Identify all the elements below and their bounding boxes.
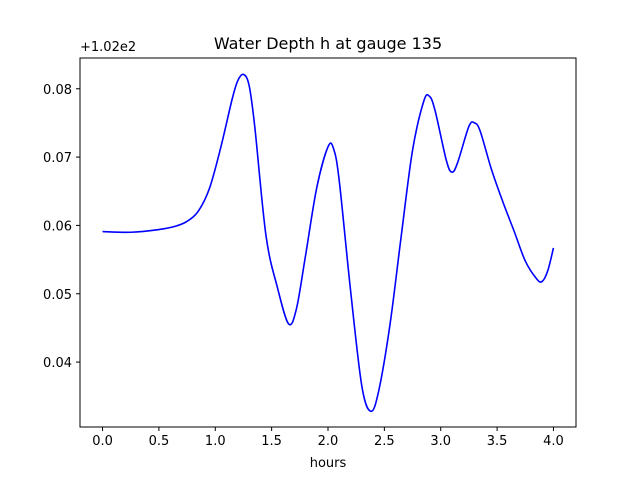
y-tick-label: 0.07 — [43, 151, 72, 166]
x-tick-label: 3.5 — [487, 434, 508, 449]
y-axis-ticks: 0.04 0.05 0.06 0.07 0.08 — [43, 83, 80, 371]
x-tick-label: 0.0 — [92, 434, 113, 449]
y-tick-label: 0.04 — [43, 356, 72, 371]
x-axis-label: hours — [310, 456, 347, 471]
x-tick-label: 1.0 — [205, 434, 226, 449]
y-tick-label: 0.05 — [43, 288, 72, 303]
x-tick-label: 4.0 — [543, 434, 564, 449]
plot-area — [102, 73, 555, 413]
x-tick-label: 1.5 — [261, 434, 282, 449]
water-depth-line — [102, 73, 555, 413]
x-axis-ticks: 0.0 0.5 1.0 1.5 2.0 2.5 3.0 3.5 4.0 — [92, 427, 564, 449]
y-tick-label: 0.08 — [43, 83, 72, 98]
x-tick-label: 3.0 — [430, 434, 451, 449]
y-offset-label: +1.02e2 — [80, 40, 136, 55]
x-tick-label: 0.5 — [149, 434, 170, 449]
x-tick-label: 2.0 — [318, 434, 339, 449]
y-tick-label: 0.06 — [43, 219, 72, 234]
x-tick-label: 2.5 — [374, 434, 395, 449]
chart-title: Water Depth h at gauge 135 — [214, 34, 442, 53]
